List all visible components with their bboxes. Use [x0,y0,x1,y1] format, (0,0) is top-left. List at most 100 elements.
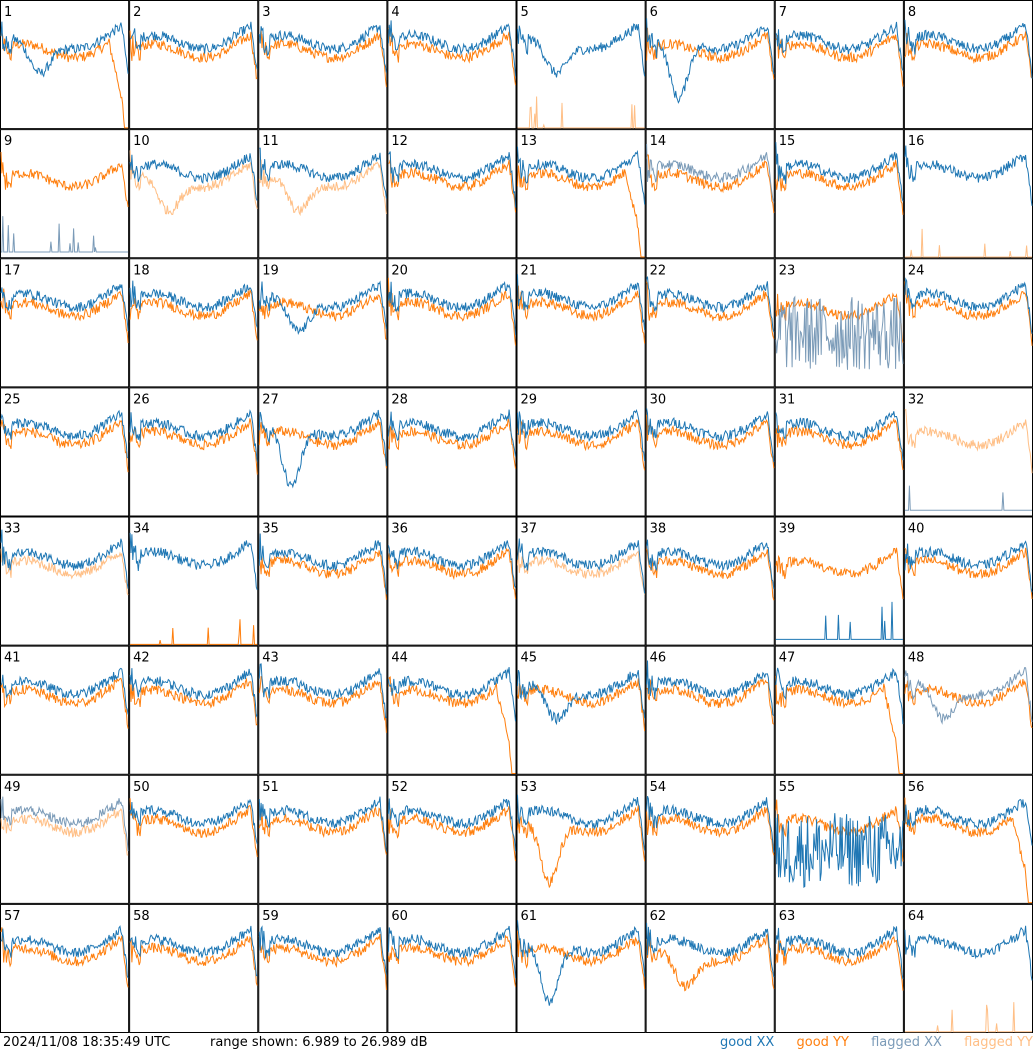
series-xx-20 [387,280,516,335]
tile-label: 4 [391,5,399,20]
series-xx-53 [517,794,646,851]
tile-border [387,903,517,1033]
tile-border [774,129,904,259]
tile-border [387,0,517,130]
tile-5: 5 [516,0,646,130]
series-xx-50 [129,798,258,845]
tile-border [0,903,130,1033]
tile-23: 23 [774,258,904,388]
tile-border [387,516,517,646]
tile-label: 42 [133,651,150,666]
tile-7: 7 [774,0,904,130]
tile-label: 18 [133,263,150,278]
series-xx-51 [258,796,387,852]
series-xx-30 [646,408,775,463]
series-xx-38 [646,539,775,589]
series-yy-39 [775,547,904,600]
tile-border [258,516,388,646]
tile-17: 17 [0,258,130,388]
series-xx-25 [0,409,129,459]
series-xx-14 [646,143,775,203]
tile-label: 37 [521,522,538,537]
tile-label: 54 [650,780,667,795]
tile-31: 31 [774,387,904,517]
series-yy-53 [517,805,646,889]
tile-51: 51 [258,774,388,904]
tile-label: 22 [650,263,667,278]
series-xx-9 [1,216,129,253]
tile-label: 14 [650,134,667,149]
tile-3: 3 [258,0,388,130]
series-yy-22 [646,281,775,339]
tile-border [387,645,517,775]
tile-47: 47 [774,645,904,775]
tile-62: 62 [645,903,775,1033]
series-yy-35 [258,550,387,600]
series-yy-64 [904,1002,1032,1033]
series-yy-32 [904,408,1033,474]
tile-border [129,645,259,775]
series-yy-25 [0,419,129,473]
tile-14: 14 [645,129,775,259]
series-xx-31 [775,411,904,461]
tile-label: 59 [262,909,279,924]
tile-49: 49 [0,774,130,904]
series-xx-61 [517,920,646,1006]
tile-label: 38 [650,522,667,537]
tile-border [774,645,904,775]
legend-flagged-xx: flagged XX [871,1035,942,1050]
series-xx-33 [0,529,129,589]
tile-32: 32 [903,387,1033,517]
tile-border [258,645,388,775]
tile-border [645,645,775,775]
tile-24: 24 [903,258,1033,388]
series-xx-37 [517,538,646,594]
footer: 2024/11/08 18:35:49 UTC range shown: 6.9… [0,1033,1033,1053]
tile-border [0,516,130,646]
tile-border [0,774,130,904]
tile-border [258,0,388,130]
series-xx-7 [775,21,904,71]
tile-label: 27 [262,392,279,407]
series-xx-34 [129,532,258,591]
series-yy-24 [904,281,1033,346]
series-xx-10 [129,153,258,201]
tile-border [516,0,646,130]
tile-label: 5 [521,5,529,20]
tile-border [258,129,388,259]
tile-border [903,0,1033,130]
series-yy-16 [904,228,1032,258]
series-xx-42 [129,668,258,718]
tile-border [645,258,775,388]
series-xx-62 [646,922,775,978]
tile-label: 17 [4,263,21,278]
series-yy-46 [646,678,775,725]
tile-label: 29 [521,392,538,407]
tile-label: 34 [133,522,150,537]
tile-border [645,903,775,1033]
tile-36: 36 [387,516,517,646]
tile-64: 64 [903,903,1033,1033]
tile-label: 6 [650,5,658,20]
legend-good-xx: good XX [719,1035,775,1050]
tile-label: 62 [650,909,667,924]
series-yy-17 [0,288,129,344]
tile-42: 42 [129,645,259,775]
tile-border [645,387,775,517]
tile-label: 20 [391,263,408,278]
series-xx-54 [646,796,775,853]
series-yy-56 [904,797,1032,904]
series-xx-12 [388,151,516,208]
tile-border [774,0,904,130]
series-xx-57 [0,925,129,979]
tile-40: 40 [903,516,1033,646]
series-xx-28 [387,409,516,457]
series-yy-30 [646,414,775,469]
tile-label: 15 [779,134,796,149]
tile-52: 52 [387,774,517,904]
tile-label: 31 [779,392,796,407]
tile-label: 61 [521,909,538,924]
series-xx-21 [517,274,646,330]
series-xx-11 [259,147,387,199]
